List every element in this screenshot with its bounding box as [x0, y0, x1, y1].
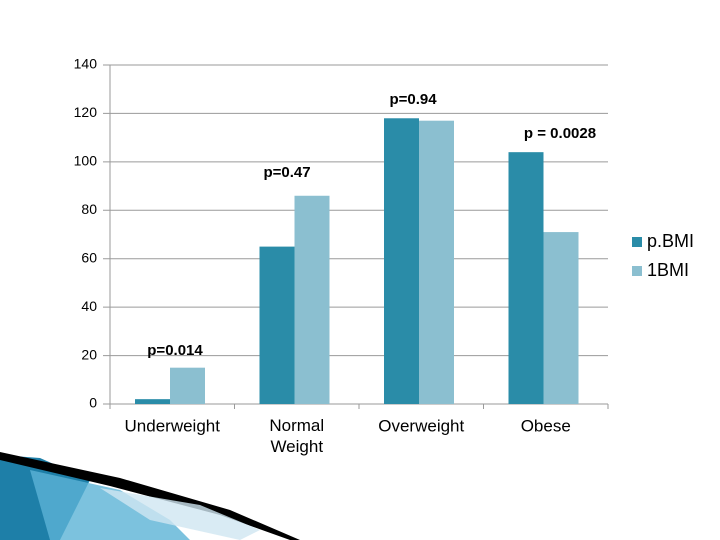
annotation: p=0.94 [389, 91, 437, 108]
bar [419, 120, 454, 404]
bar [135, 399, 170, 404]
annotation: p = 0.0028 [524, 125, 596, 142]
bar [508, 152, 544, 404]
legend-label: p.BMI [647, 231, 694, 251]
y-tick-label: 140 [74, 56, 98, 72]
bar [384, 118, 419, 405]
bar [294, 195, 330, 404]
y-tick-label: 100 [74, 153, 98, 169]
annotation: p=0.014 [147, 342, 203, 359]
y-tick-label: 20 [81, 346, 97, 362]
bar [543, 232, 579, 404]
y-tick-label: 120 [74, 104, 98, 120]
y-tick-label: 60 [81, 249, 97, 265]
bar [259, 246, 295, 404]
x-tick-label: Obese [521, 416, 571, 435]
x-tick-label: Underweight [125, 416, 221, 435]
legend-label: 1BMI [647, 260, 689, 280]
bar [170, 367, 205, 404]
x-tick-label: Overweight [378, 416, 464, 435]
legend-swatch [632, 237, 642, 247]
y-tick-label: 80 [81, 201, 97, 217]
annotation: p=0.47 [263, 164, 310, 181]
decoration [0, 452, 300, 540]
legend-swatch [632, 266, 642, 276]
x-tick-label: Normal Weight [269, 416, 324, 456]
y-tick-label: 40 [81, 298, 97, 314]
y-tick-label: 0 [89, 395, 97, 411]
